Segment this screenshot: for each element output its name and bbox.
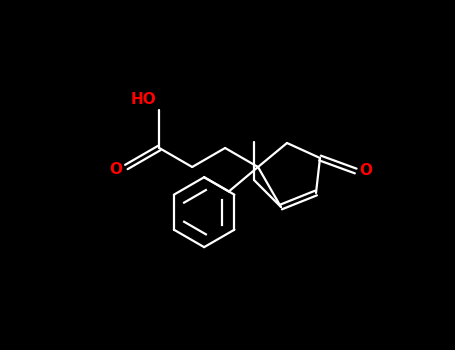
- Text: HO: HO: [131, 92, 156, 107]
- Text: O: O: [360, 163, 373, 178]
- Text: O: O: [109, 161, 122, 176]
